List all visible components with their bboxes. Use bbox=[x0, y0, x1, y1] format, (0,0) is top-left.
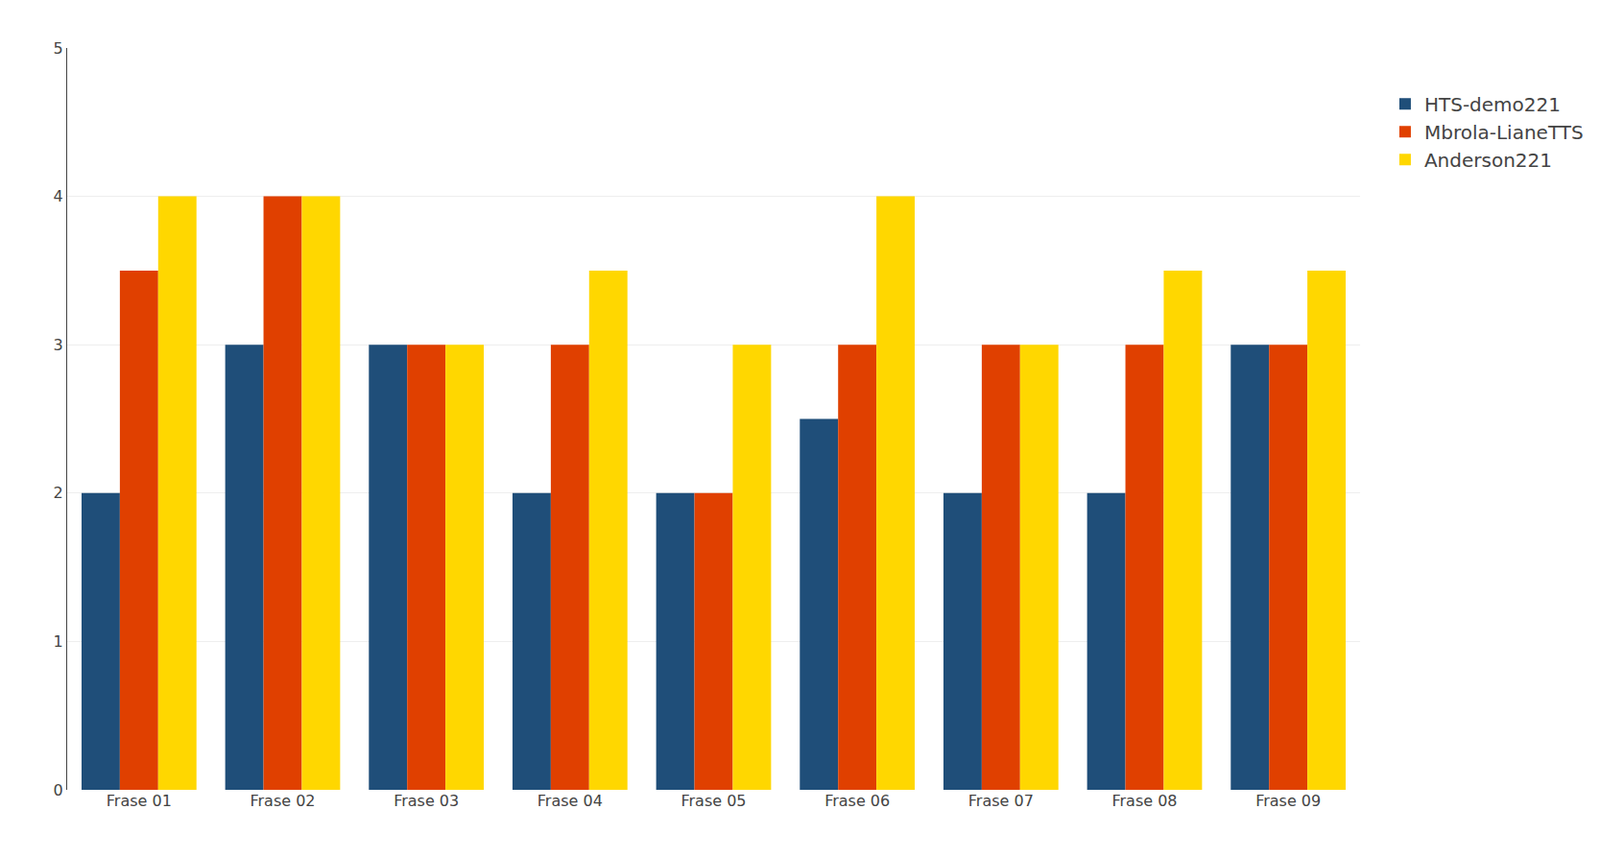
svg-text:Frase 04: Frase 04 bbox=[537, 791, 603, 811]
svg-text:Frase 02: Frase 02 bbox=[249, 791, 315, 811]
svg-text:0: 0 bbox=[53, 781, 64, 800]
svg-text:4: 4 bbox=[53, 187, 64, 206]
svg-text:Anderson221: Anderson221 bbox=[1424, 148, 1553, 172]
svg-text:HTS-demo221: HTS-demo221 bbox=[1424, 93, 1561, 117]
svg-text:3: 3 bbox=[53, 335, 64, 355]
svg-text:Frase 08: Frase 08 bbox=[1111, 791, 1177, 811]
svg-text:Frase 05: Frase 05 bbox=[680, 791, 746, 811]
svg-text:1: 1 bbox=[53, 632, 64, 651]
svg-text:Frase 03: Frase 03 bbox=[393, 791, 459, 811]
svg-text:Frase 09: Frase 09 bbox=[1255, 791, 1321, 811]
svg-text:5: 5 bbox=[53, 39, 64, 58]
svg-text:Mbrola-LianeTTS: Mbrola-LianeTTS bbox=[1424, 120, 1584, 144]
svg-text:Frase 07: Frase 07 bbox=[968, 791, 1034, 811]
svg-text:Frase 01: Frase 01 bbox=[106, 791, 172, 811]
svg-text:Frase 06: Frase 06 bbox=[824, 791, 890, 811]
svg-text:2: 2 bbox=[53, 483, 64, 502]
